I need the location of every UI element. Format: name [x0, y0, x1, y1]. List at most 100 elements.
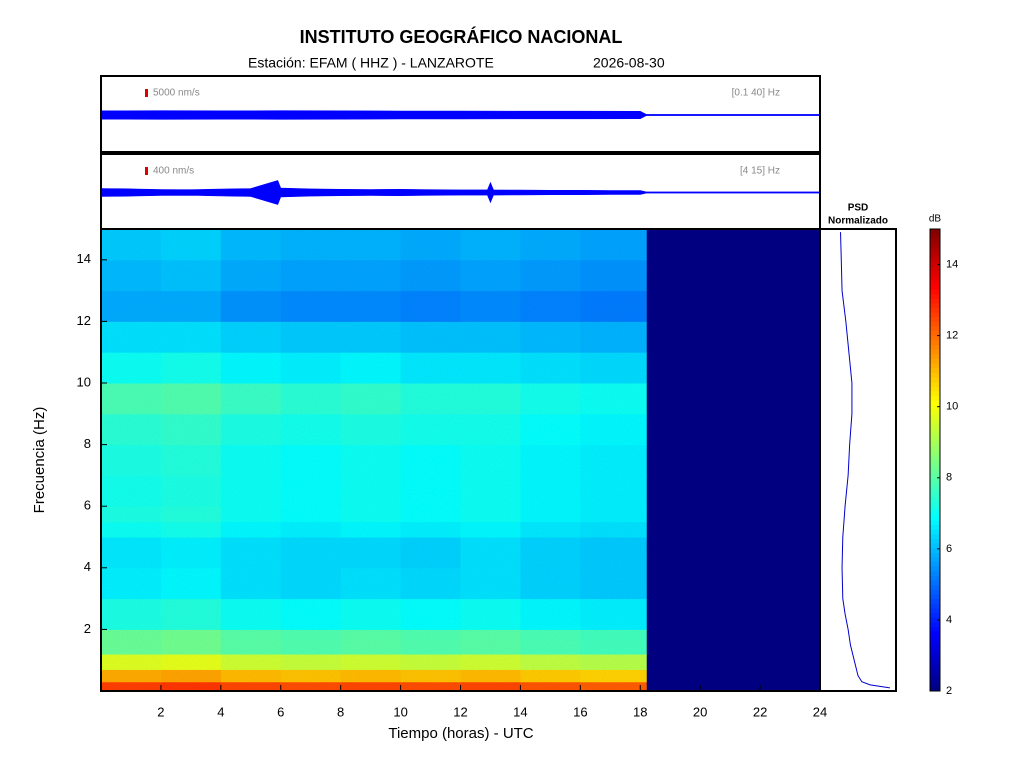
psd-line [840, 232, 890, 689]
colorbar-step [930, 593, 940, 600]
colorbar-step [930, 376, 940, 382]
colorbar-step [930, 677, 940, 683]
colorbar-step [930, 538, 940, 544]
colorbar-step [930, 275, 940, 281]
y-tick-label: 8 [84, 436, 91, 451]
colorbar-step [930, 635, 940, 641]
colorbar-step [930, 552, 940, 558]
colorbar-step [930, 358, 940, 364]
y-tick-label: 12 [77, 313, 91, 328]
x-tick-label: 8 [337, 704, 344, 719]
colorbar-step [930, 344, 940, 350]
colorbar-step [930, 399, 940, 406]
x-tick-label: 16 [573, 704, 587, 719]
colorbar-step [930, 501, 940, 507]
x-tick-label: 10 [393, 704, 407, 719]
colorbar-step [930, 584, 940, 590]
colorbar-step [930, 418, 940, 424]
colorbar-step [930, 496, 940, 503]
colorbar-step [930, 644, 940, 650]
x-tick-label: 12 [453, 704, 467, 719]
colorbar-step [930, 566, 940, 572]
colorbar-step [930, 279, 940, 285]
colorbar-step [930, 238, 940, 244]
x-tick-label: 22 [753, 704, 767, 719]
colorbar-step [930, 450, 940, 456]
colorbar-step [930, 630, 940, 637]
colorbar-step [930, 293, 940, 299]
colorbar-step [930, 349, 940, 355]
x-tick-label: 6 [277, 704, 284, 719]
colorbar-step [930, 543, 940, 549]
colorbar-step [930, 483, 940, 489]
x-tick-label: 2 [157, 704, 164, 719]
colorbar-step [930, 229, 940, 235]
colorbar-step [930, 640, 940, 646]
colorbar-step [930, 510, 940, 516]
colorbar-step [930, 233, 940, 239]
colorbar-step [930, 520, 940, 526]
colorbar-step [930, 256, 940, 262]
colorbar-step [930, 547, 940, 553]
colorbar-step [930, 469, 940, 475]
colorbar-step [930, 404, 940, 410]
colorbar-step [930, 381, 940, 387]
x-tick-label: 4 [217, 704, 224, 719]
colorbar-tick-label: 12 [946, 330, 958, 342]
colorbar-step [930, 533, 940, 540]
colorbar-tick-label: 10 [946, 401, 958, 413]
x-tick-label: 14 [513, 704, 527, 719]
scale-label: 5000 nm/s [153, 88, 200, 99]
colorbar-step [930, 395, 940, 401]
scale-bar [145, 167, 148, 175]
colorbar-frame [929, 228, 941, 692]
colorbar-step [930, 460, 940, 466]
title: INSTITUTO GEOGRÁFICO NACIONAL [300, 26, 623, 47]
colorbar-step [930, 686, 940, 692]
y-tick-label: 6 [84, 498, 91, 513]
colorbar-step [930, 506, 940, 512]
colorbar-step [930, 515, 940, 521]
psd-title: Normalizado [828, 216, 888, 227]
colorbar-step [930, 289, 940, 295]
psd-frame [819, 228, 897, 692]
colorbar-step [930, 413, 940, 419]
x-tick-label: 20 [693, 704, 707, 719]
colorbar-tick-label: 8 [946, 472, 952, 484]
colorbar-step [930, 672, 940, 678]
colorbar-step [930, 478, 940, 484]
colorbar-step [930, 473, 940, 479]
y-tick-label: 10 [77, 374, 91, 389]
colorbar-step [930, 321, 940, 327]
colorbar-step [930, 557, 940, 563]
colorbar-step [930, 335, 940, 341]
colorbar-step [930, 265, 940, 272]
colorbar-step [930, 316, 940, 322]
colorbar-step [930, 607, 940, 613]
scale-bar [145, 89, 148, 97]
colorbar-step [930, 409, 940, 415]
colorbar-step [930, 575, 940, 581]
band-label: [0.1 40] Hz [732, 88, 780, 99]
colorbar-step [930, 598, 940, 604]
colorbar-step [930, 436, 940, 443]
colorbar-step [930, 654, 940, 660]
subtitle: Estación: EFAM ( HHZ ) - LANZAROTE [248, 55, 494, 71]
colorbar-step [930, 603, 940, 609]
colorbar-step [930, 367, 940, 373]
colorbar-step [930, 658, 940, 664]
x-tick-label: 18 [633, 704, 647, 719]
colorbar-step [930, 302, 940, 309]
trace-frame [100, 75, 821, 153]
colorbar-step [930, 524, 940, 530]
colorbar-step [930, 612, 940, 618]
texture [101, 229, 647, 691]
trace-frame [100, 153, 821, 230]
colorbar-step [930, 372, 940, 378]
colorbar-step [930, 312, 940, 318]
scale-label: 400 nm/s [153, 166, 194, 177]
colorbar-tick-label: 4 [946, 614, 952, 626]
colorbar-step [930, 326, 940, 332]
colorbar-step [930, 626, 940, 632]
colorbar-tick-label: 14 [946, 258, 958, 270]
